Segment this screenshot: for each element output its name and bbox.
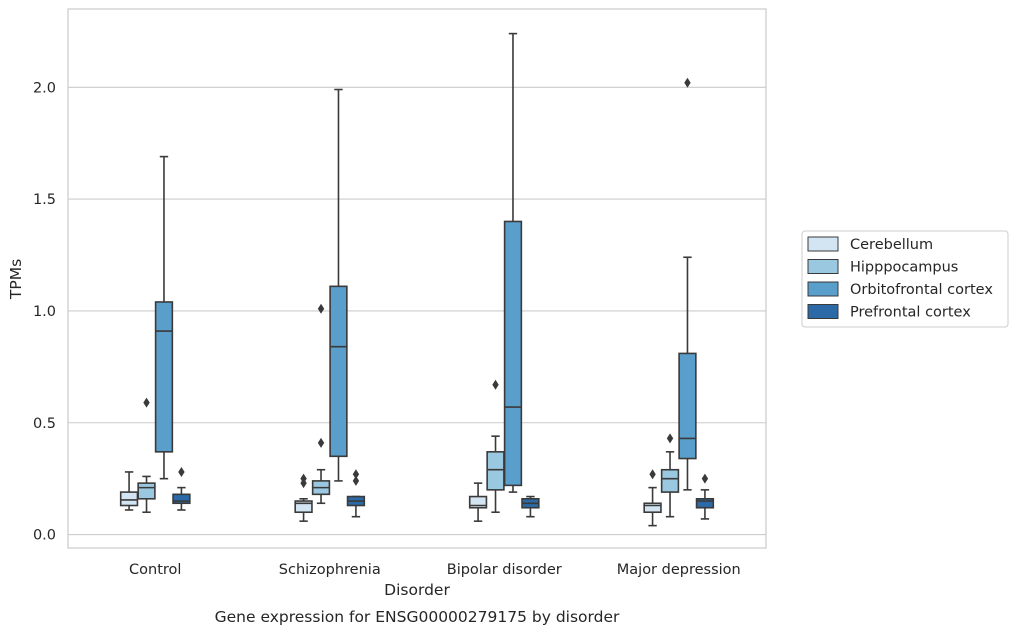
y-tick-label: 2.0 xyxy=(33,80,56,96)
box xyxy=(678,352,697,460)
outlier-point xyxy=(317,437,325,448)
outlier-point xyxy=(666,433,674,444)
legend-label: Cerebellum xyxy=(850,237,933,253)
box-3-1 xyxy=(154,155,174,480)
x-tick-label: Schizophrenia xyxy=(279,562,381,578)
box xyxy=(660,468,680,493)
box-2-4 xyxy=(660,433,680,518)
box xyxy=(137,482,156,500)
box-3-3 xyxy=(503,32,523,493)
box xyxy=(486,451,505,491)
x-axis-label: Disorder xyxy=(384,581,450,599)
box xyxy=(503,220,523,487)
legend-swatch xyxy=(807,281,839,297)
legend-label: Hipppocampus xyxy=(850,260,958,276)
box-1-3 xyxy=(468,482,488,522)
legend-swatch xyxy=(807,236,839,252)
box-3-4 xyxy=(678,77,697,491)
box-4-3 xyxy=(521,495,540,518)
x-tick-labels: Control Schizophrenia Bipolar disorder Majo… xyxy=(129,562,741,578)
y-tick-label: 1.5 xyxy=(33,192,56,208)
box xyxy=(643,502,662,514)
outlier-point xyxy=(701,473,709,484)
outlier-point xyxy=(352,475,360,486)
box xyxy=(468,495,488,509)
x-tick-label: Major depression xyxy=(617,562,741,578)
chart-caption: Gene expression for ENSG00000279175 by d… xyxy=(215,608,620,626)
legend-label: Orbitofrontal cortex xyxy=(850,282,993,298)
box-4-1 xyxy=(172,466,191,511)
grid-lines xyxy=(68,86,766,536)
box xyxy=(119,491,139,507)
box xyxy=(329,285,348,458)
box-plots xyxy=(119,32,715,527)
box xyxy=(294,500,313,514)
outlier-point xyxy=(649,469,656,480)
y-tick-label: 1.0 xyxy=(33,304,56,320)
legend-label: Prefrontal cortex xyxy=(850,305,971,321)
legend: Cerebellum Hipppocampus Orbitofrontal cort… xyxy=(801,230,1009,328)
legend-swatch xyxy=(807,304,839,319)
outlier-point xyxy=(178,466,185,477)
outlier-point xyxy=(352,469,360,480)
y-tick-label: 0.0 xyxy=(33,528,56,544)
box xyxy=(695,497,715,509)
plot-background xyxy=(68,9,766,548)
box-1-4 xyxy=(643,469,662,527)
box-3-2 xyxy=(329,88,348,482)
box-4-2 xyxy=(346,469,366,518)
legend-frame xyxy=(801,230,1009,328)
y-axis-label: TPMs xyxy=(7,259,25,300)
box-4-4 xyxy=(695,473,715,520)
box-1-2 xyxy=(294,473,313,522)
outlier-point xyxy=(300,473,307,484)
outlier-point xyxy=(317,303,325,314)
y-tick-labels: 0.0 0.5 1.0 1.5 2.0 xyxy=(33,80,56,543)
legend-swatch xyxy=(807,259,839,274)
plot-frame xyxy=(67,8,767,549)
outlier-point xyxy=(684,77,691,88)
box xyxy=(154,301,174,453)
x-tick-label: Bipolar disorder xyxy=(447,562,562,578)
outlier-point xyxy=(143,397,150,408)
box-2-1 xyxy=(137,397,156,514)
y-tick-label: 0.5 xyxy=(33,416,56,432)
box-2-2 xyxy=(311,303,331,505)
box xyxy=(172,493,191,505)
x-tick-label: Control xyxy=(129,562,181,578)
outlier-point xyxy=(492,379,499,390)
